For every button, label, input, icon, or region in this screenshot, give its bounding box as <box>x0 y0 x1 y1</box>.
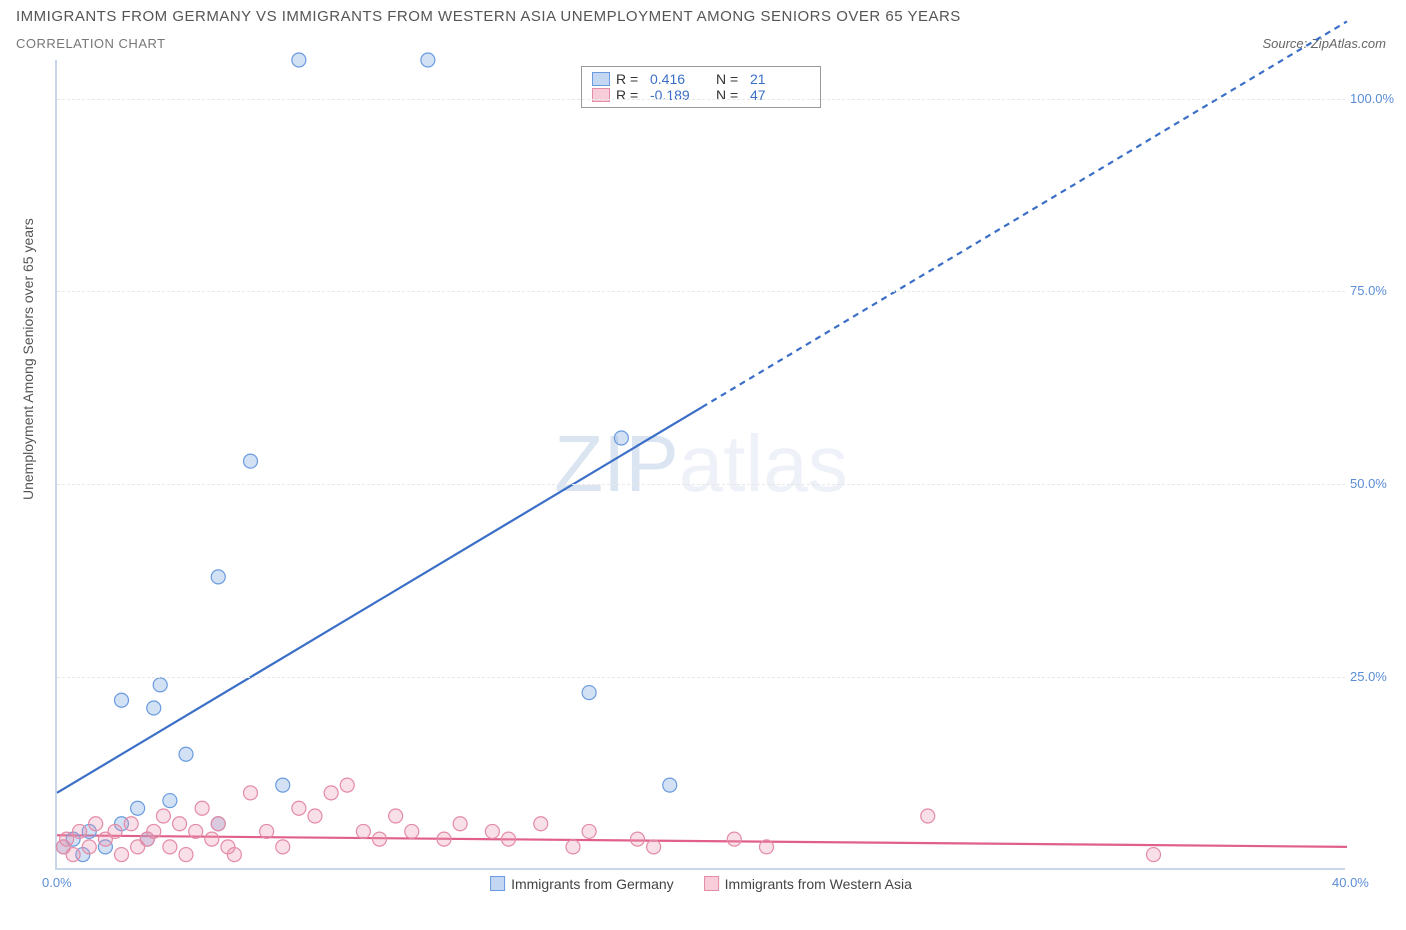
data-point <box>405 824 419 838</box>
legend-r-label: R = <box>616 71 644 87</box>
gridline <box>57 99 1345 100</box>
data-point <box>115 693 129 707</box>
x-tick-label: 40.0% <box>1332 875 1369 890</box>
data-point <box>153 678 167 692</box>
data-point <box>131 801 145 815</box>
source-prefix: Source: <box>1262 36 1310 51</box>
legend-r-value: -0.189 <box>650 87 710 103</box>
data-point <box>244 786 258 800</box>
legend-swatch <box>490 876 505 891</box>
data-point <box>89 817 103 831</box>
data-point <box>614 431 628 445</box>
data-point <box>195 801 209 815</box>
y-tick-label: 100.0% <box>1350 91 1405 106</box>
y-tick-label: 50.0% <box>1350 476 1405 491</box>
data-point <box>189 824 203 838</box>
data-point <box>147 701 161 715</box>
data-point <box>566 840 580 854</box>
data-point <box>211 817 225 831</box>
data-point <box>82 840 96 854</box>
x-tick-label: 0.0% <box>42 875 72 890</box>
legend-swatch <box>592 72 610 86</box>
y-axis-label: Unemployment Among Seniors over 65 years <box>20 218 36 500</box>
legend-row: R = 0.416 N = 21 <box>592 71 810 87</box>
y-tick-label: 25.0% <box>1350 669 1405 684</box>
data-point <box>163 840 177 854</box>
legend-n-value: 47 <box>750 87 810 103</box>
data-point <box>324 786 338 800</box>
legend-swatch <box>592 88 610 102</box>
data-point <box>373 832 387 846</box>
data-point <box>534 817 548 831</box>
data-point <box>73 824 87 838</box>
gridline <box>57 677 1345 678</box>
source-name: ZipAtlas.com <box>1311 36 1386 51</box>
legend-item: Immigrants from Western Asia <box>704 876 912 892</box>
data-point <box>163 794 177 808</box>
data-point <box>292 53 306 67</box>
y-tick-label: 75.0% <box>1350 283 1405 298</box>
legend-item: Immigrants from Germany <box>490 876 674 892</box>
data-point <box>582 824 596 838</box>
data-point <box>156 809 170 823</box>
legend-swatch <box>704 876 719 891</box>
series-legend: Immigrants from Germany Immigrants from W… <box>490 876 912 892</box>
chart-title: IMMIGRANTS FROM GERMANY VS IMMIGRANTS FR… <box>16 8 961 25</box>
data-point <box>356 824 370 838</box>
data-point <box>502 832 516 846</box>
data-point <box>292 801 306 815</box>
data-point <box>179 747 193 761</box>
data-point <box>108 824 122 838</box>
data-point <box>124 817 138 831</box>
data-point <box>60 832 74 846</box>
points-layer <box>57 60 1345 868</box>
data-point <box>1147 848 1161 862</box>
data-point <box>205 832 219 846</box>
data-point <box>147 824 161 838</box>
legend-label: Immigrants from Germany <box>511 876 674 892</box>
data-point <box>179 848 193 862</box>
legend-r-value: 0.416 <box>650 71 710 87</box>
data-point <box>760 840 774 854</box>
legend-row: R = -0.189 N = 47 <box>592 87 810 103</box>
data-point <box>421 53 435 67</box>
data-point <box>244 454 258 468</box>
data-point <box>453 817 467 831</box>
correlation-legend: R = 0.416 N = 21 R = -0.189 N = 47 <box>581 66 821 108</box>
legend-r-label: R = <box>616 87 644 103</box>
data-point <box>437 832 451 846</box>
data-point <box>485 824 499 838</box>
data-point <box>115 848 129 862</box>
data-point <box>921 809 935 823</box>
chart-subtitle: CORRELATION CHART <box>16 36 166 51</box>
legend-n-label: N = <box>716 87 744 103</box>
source-credit: Source: ZipAtlas.com <box>1262 36 1386 51</box>
data-point <box>727 832 741 846</box>
legend-n-value: 21 <box>750 71 810 87</box>
data-point <box>389 809 403 823</box>
gridline <box>57 291 1345 292</box>
data-point <box>227 848 241 862</box>
data-point <box>340 778 354 792</box>
legend-label: Immigrants from Western Asia <box>725 876 912 892</box>
legend-n-label: N = <box>716 71 744 87</box>
data-point <box>308 809 322 823</box>
plot-area: ZIPatlas R =0.416N =21R =-0.189N =47 Imm… <box>55 60 1345 870</box>
data-point <box>260 824 274 838</box>
data-point <box>211 570 225 584</box>
data-point <box>631 832 645 846</box>
data-point <box>173 817 187 831</box>
data-point <box>647 840 661 854</box>
data-point <box>582 686 596 700</box>
data-point <box>663 778 677 792</box>
data-point <box>66 848 80 862</box>
gridline <box>57 484 1345 485</box>
data-point <box>276 778 290 792</box>
data-point <box>276 840 290 854</box>
